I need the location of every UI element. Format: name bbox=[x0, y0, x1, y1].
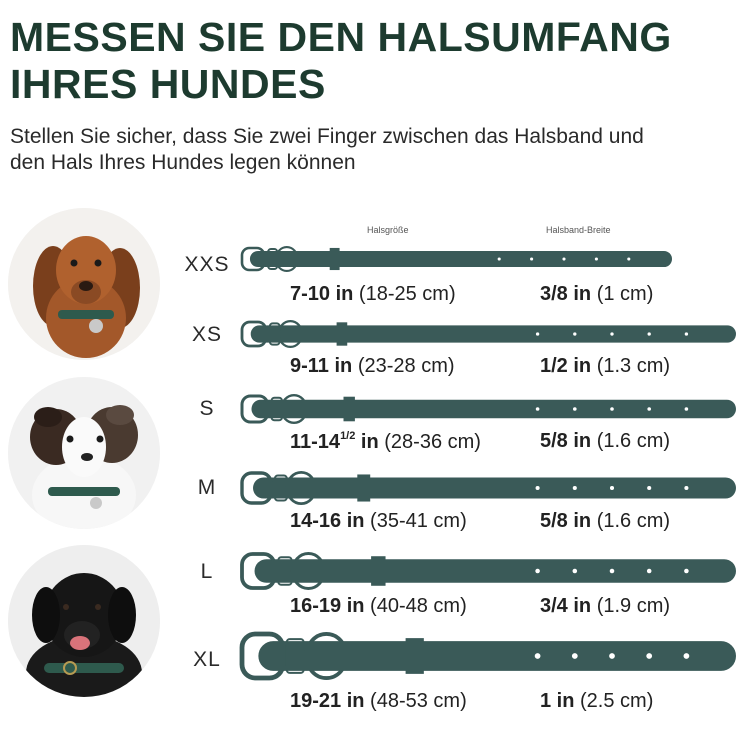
collar-width: 3/4 in (1.9 cm) bbox=[540, 595, 670, 618]
width-inches: 3/8 in bbox=[540, 283, 592, 305]
collar-width: 5/8 in (1.6 cm) bbox=[540, 510, 670, 533]
size-label: S bbox=[199, 397, 215, 420]
circ-cm: (35-41 cm) bbox=[370, 510, 467, 532]
page-subtitle: Stellen Sie sicher, dass Sie zwei Finger… bbox=[10, 124, 736, 176]
width-cm: (2.5 cm) bbox=[580, 690, 654, 712]
subtitle-line-1: Stellen Sie sicher, dass Sie zwei Finger… bbox=[10, 125, 644, 148]
column-header-neck-size: Halsgröße bbox=[367, 225, 409, 235]
size-label: XS bbox=[191, 323, 222, 346]
width-inches: 5/8 in bbox=[540, 510, 592, 532]
size-label: XXS bbox=[184, 253, 230, 276]
circ-cm: (18-25 cm) bbox=[358, 283, 456, 305]
circ-inches: 7-10 in bbox=[290, 283, 354, 305]
width-inches: 1 in bbox=[540, 690, 575, 712]
collar-illustration bbox=[239, 631, 736, 681]
circ-inches: 19-21 in bbox=[290, 690, 365, 712]
width-cm: (1.6 cm) bbox=[596, 430, 671, 452]
collar-illustration bbox=[240, 470, 736, 506]
collar-illustration bbox=[240, 552, 736, 590]
collar-illustration bbox=[240, 319, 736, 349]
circ-cm: (48-53 cm) bbox=[370, 690, 467, 712]
width-inches: 1/2 in bbox=[540, 355, 592, 377]
labrador-photo bbox=[8, 545, 160, 697]
title-line-1: MESSEN SIE DEN HALSUMFANG bbox=[10, 14, 672, 60]
collar-width: 1 in (2.5 cm) bbox=[540, 690, 653, 713]
circ-inches: 11-14 bbox=[290, 431, 341, 453]
circ-cm: (40-48 cm) bbox=[370, 595, 467, 617]
neck-circumference: 11-141/2 in (28-36 cm) bbox=[290, 430, 481, 454]
subtitle-line-2: den Hals Ihres Hundes legen können bbox=[10, 151, 356, 174]
circ-cm: (28-36 cm) bbox=[384, 431, 481, 453]
width-inches: 3/4 in bbox=[540, 595, 592, 617]
width-inches: 5/8 in bbox=[540, 430, 592, 452]
collar-width: 3/8 in (1 cm) bbox=[540, 283, 653, 306]
width-cm: (1.9 cm) bbox=[596, 595, 671, 617]
collar-width: 1/2 in (1.3 cm) bbox=[540, 355, 670, 378]
width-cm: (1.3 cm) bbox=[596, 355, 671, 377]
neck-circumference: 19-21 in (48-53 cm) bbox=[290, 690, 467, 713]
neck-circumference: 7-10 in (18-25 cm) bbox=[290, 283, 456, 306]
collar-illustration bbox=[240, 393, 736, 425]
dachshund-photo bbox=[8, 208, 160, 360]
australian-shepherd-photo bbox=[8, 377, 160, 529]
circ-unit: in bbox=[360, 431, 379, 453]
size-label: L bbox=[200, 560, 214, 583]
circ-inches: 16-19 in bbox=[290, 595, 365, 617]
neck-circumference: 16-19 in (40-48 cm) bbox=[290, 595, 467, 618]
size-label: M bbox=[197, 476, 217, 499]
title-line-2: IHRES HUNDES bbox=[10, 61, 326, 107]
width-cm: (1 cm) bbox=[596, 283, 654, 305]
page-title: MESSEN SIE DEN HALSUMFANG IHRES HUNDES bbox=[10, 14, 730, 108]
width-cm: (1.6 cm) bbox=[596, 510, 671, 532]
circ-inches: 9-11 in bbox=[290, 355, 353, 377]
circ-fraction: 1/2 bbox=[340, 430, 356, 442]
circ-inches: 14-16 in bbox=[290, 510, 365, 532]
neck-circumference: 14-16 in (35-41 cm) bbox=[290, 510, 467, 533]
collar-width: 5/8 in (1.6 cm) bbox=[540, 430, 670, 453]
collar-illustration bbox=[240, 245, 672, 273]
neck-circumference: 9-11 in (23-28 cm) bbox=[290, 355, 455, 378]
column-header-collar-width: Halsband-Breite bbox=[546, 225, 611, 235]
size-label: XL bbox=[193, 648, 221, 671]
circ-cm: (23-28 cm) bbox=[357, 355, 455, 377]
